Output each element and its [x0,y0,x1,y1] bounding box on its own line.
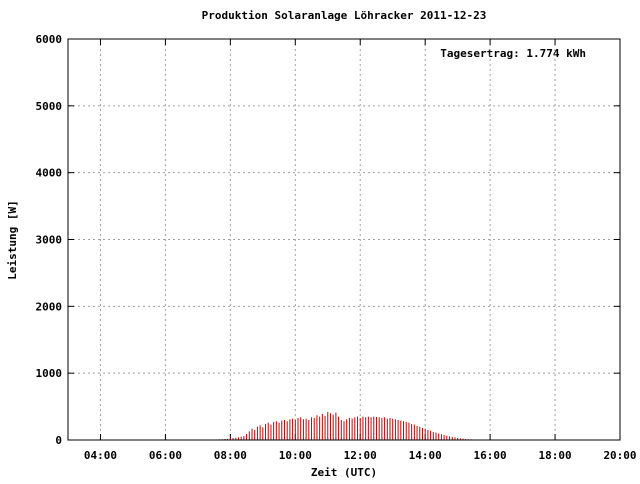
y-tick-label: 4000 [36,167,63,180]
x-tick-label: 12:00 [344,449,377,462]
y-tick-label: 2000 [36,300,63,313]
x-tick-label: 20:00 [603,449,636,462]
x-tick-label: 14:00 [409,449,442,462]
y-tick-label: 0 [55,434,62,447]
y-tick-label: 5000 [36,100,63,113]
annotation: Tagesertrag: 1.774 kWh [440,47,586,60]
y-tick-label: 3000 [36,234,63,247]
x-tick-label: 16:00 [474,449,507,462]
x-axis-label: Zeit (UTC) [311,466,377,479]
y-tick-label: 6000 [36,33,63,46]
x-tick-label: 06:00 [149,449,182,462]
chart-title: Produktion Solaranlage Löhracker 2011-12… [202,9,487,22]
x-tick-label: 10:00 [279,449,312,462]
x-tick-label: 04:00 [84,449,117,462]
y-axis-label: Leistung [W] [6,200,19,279]
plot-frame [67,38,621,441]
y-tick-label: 1000 [36,367,63,380]
x-tick-label: 18:00 [538,449,571,462]
x-tick-label: 08:00 [214,449,247,462]
